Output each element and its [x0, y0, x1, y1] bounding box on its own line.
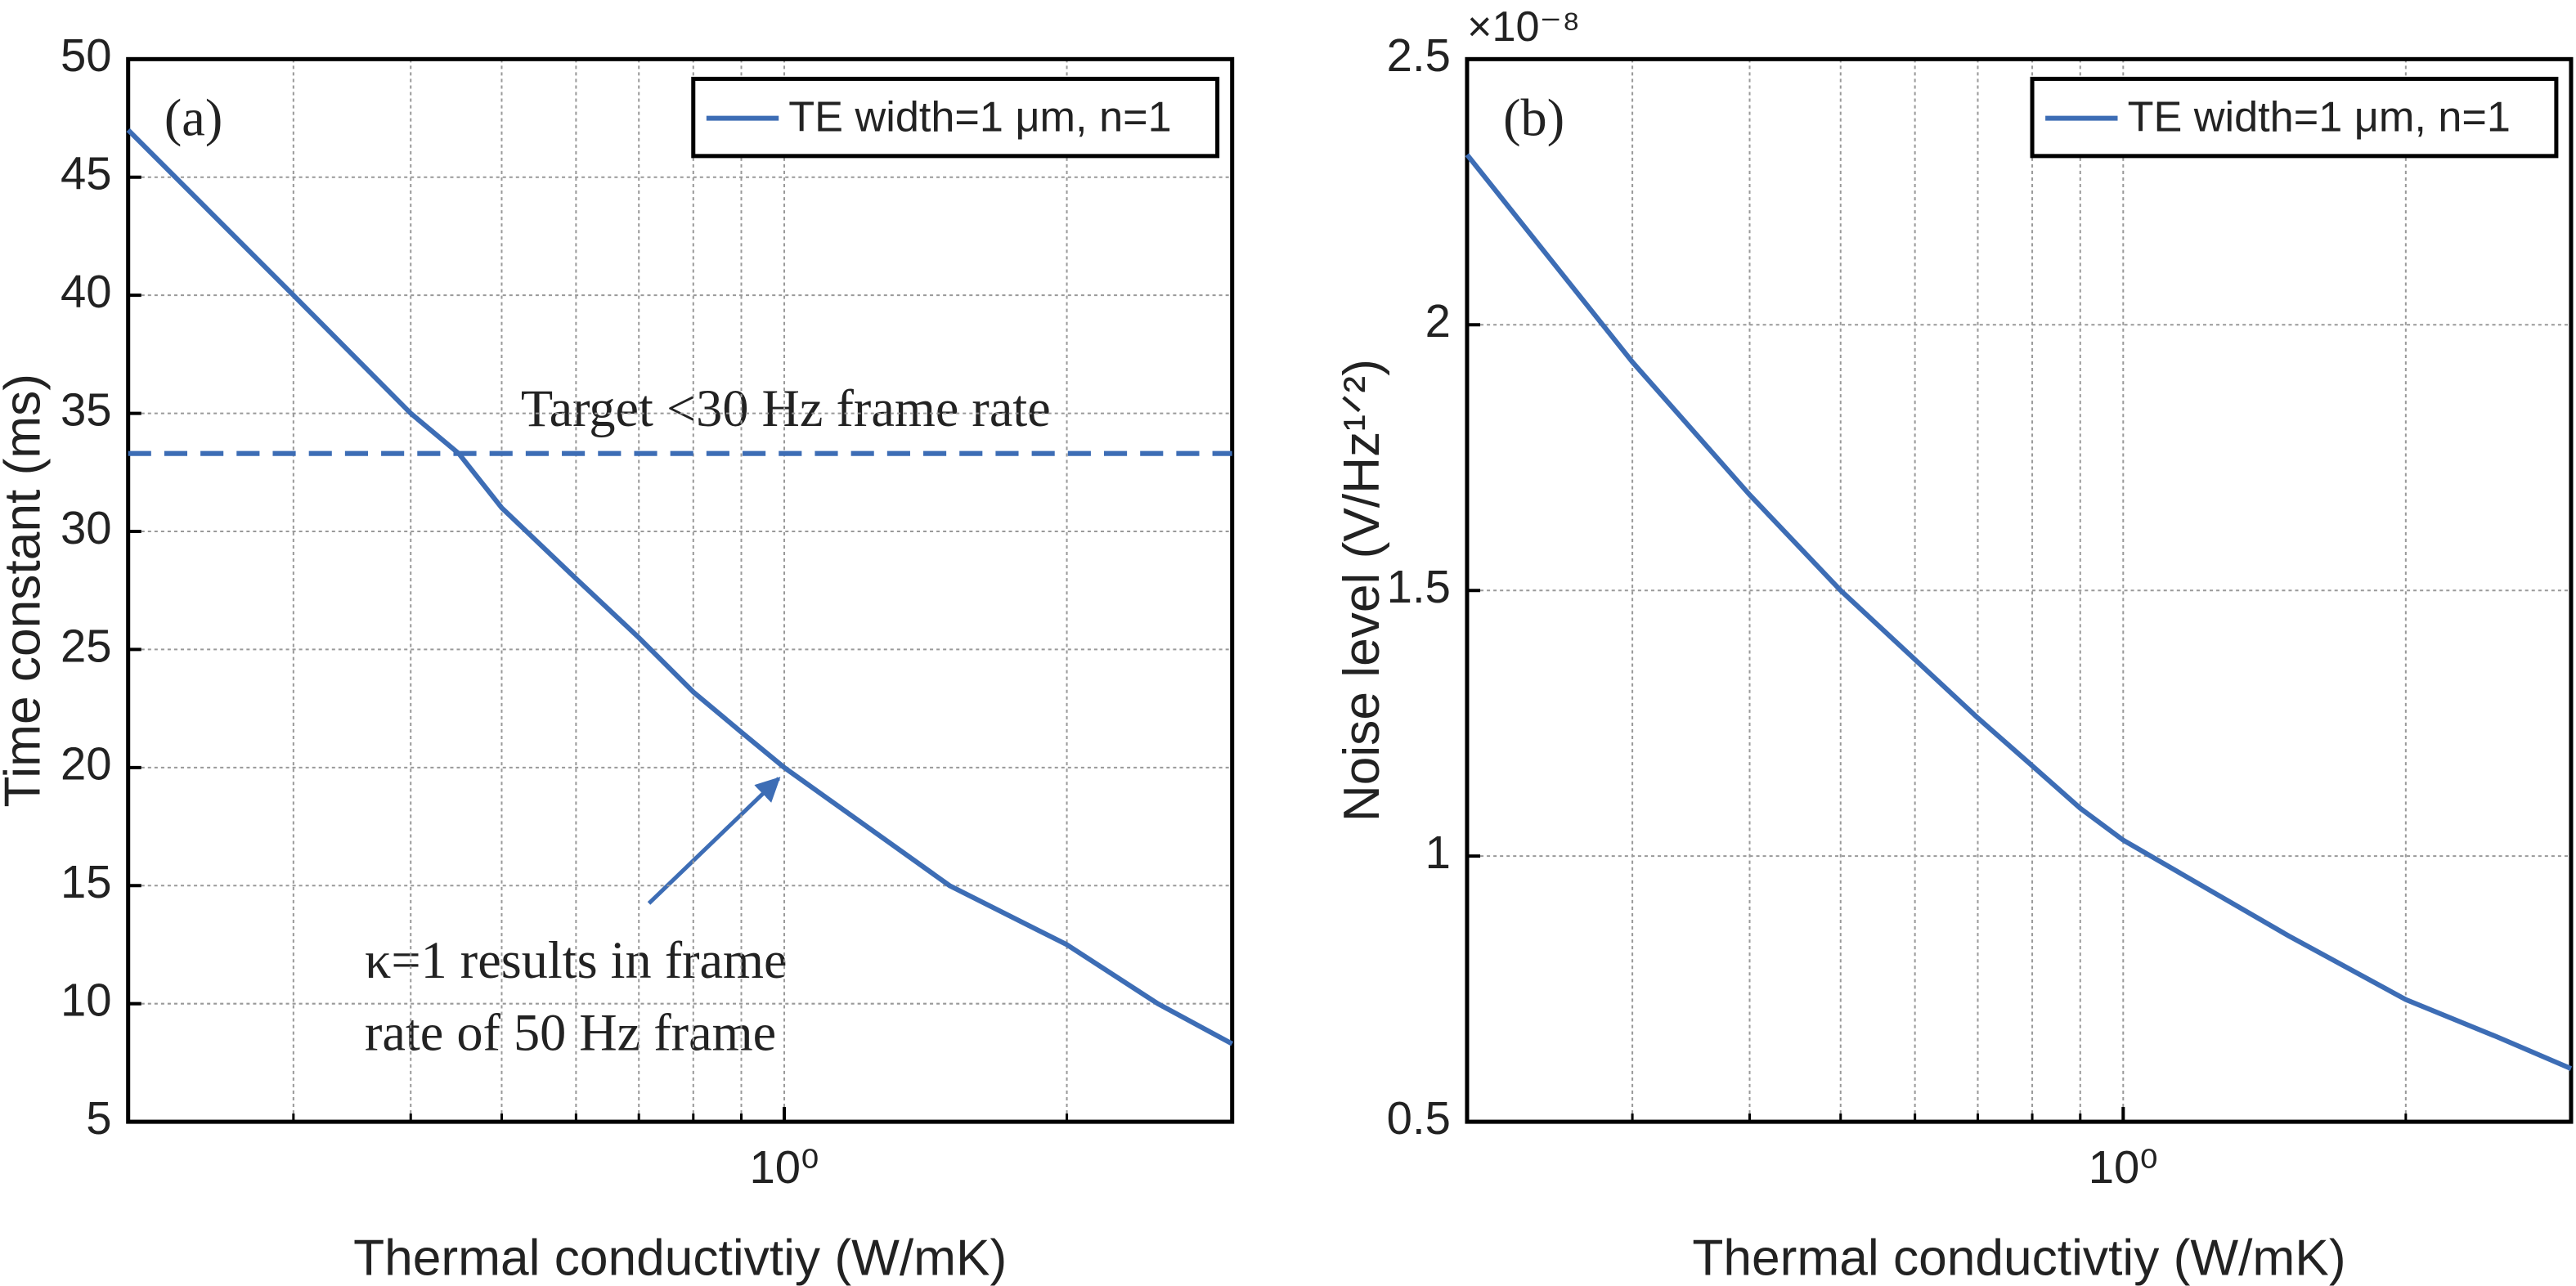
panel-label: (b): [1503, 88, 1564, 146]
line-series: [1465, 153, 2573, 1071]
legend-box: [2030, 76, 2559, 159]
y-tick-label: 1: [1425, 827, 1451, 878]
hline-label: Target <30 Hz frame rate: [521, 379, 1051, 437]
plot-frame: [126, 56, 1235, 1124]
y-tick-label: 50: [61, 29, 112, 81]
y-tick-label: 5: [86, 1092, 111, 1144]
x-tick-label: 10⁰: [2089, 1141, 2158, 1193]
y-tick-label: 40: [61, 266, 112, 317]
y-exponent: ×10⁻⁸: [1467, 3, 1580, 51]
x-tick-label: 10⁰: [749, 1141, 819, 1193]
x-axis-label: Thermal conductivtiy (W/mK): [353, 1230, 1007, 1286]
y-axis-label: Noise level (V/Hz¹ᐟ²): [1334, 359, 1390, 822]
y-tick-label: 1.5: [1387, 561, 1451, 612]
legend-label: TE width=1 μm, n=1: [2128, 93, 2511, 141]
legend-label: TE width=1 μm, n=1: [788, 93, 1171, 141]
y-tick-label: 2.5: [1387, 29, 1451, 81]
y-tick-label: 35: [61, 383, 112, 435]
y-tick-label: 10: [61, 975, 112, 1026]
y-axis-label: Time constant (ms): [0, 374, 52, 808]
line-series: [126, 128, 1234, 1046]
arrow: [647, 777, 781, 905]
x-axis-label: Thermal conductivtiy (W/mK): [1692, 1230, 2345, 1286]
y-tick-label: 20: [61, 738, 112, 790]
annotation: rate of 50 Hz frame: [365, 1003, 776, 1061]
y-tick-label: 30: [61, 502, 112, 553]
y-tick-label: 2: [1425, 295, 1451, 347]
y-tick-label: 25: [61, 620, 112, 671]
y-tick-label: 45: [61, 148, 112, 199]
legend-box: [691, 76, 1220, 159]
plot-frame: [1465, 56, 2574, 1124]
y-tick-label: 0.5: [1387, 1092, 1451, 1144]
y-tick-label: 15: [61, 856, 112, 907]
panel-label: (a): [164, 88, 222, 146]
